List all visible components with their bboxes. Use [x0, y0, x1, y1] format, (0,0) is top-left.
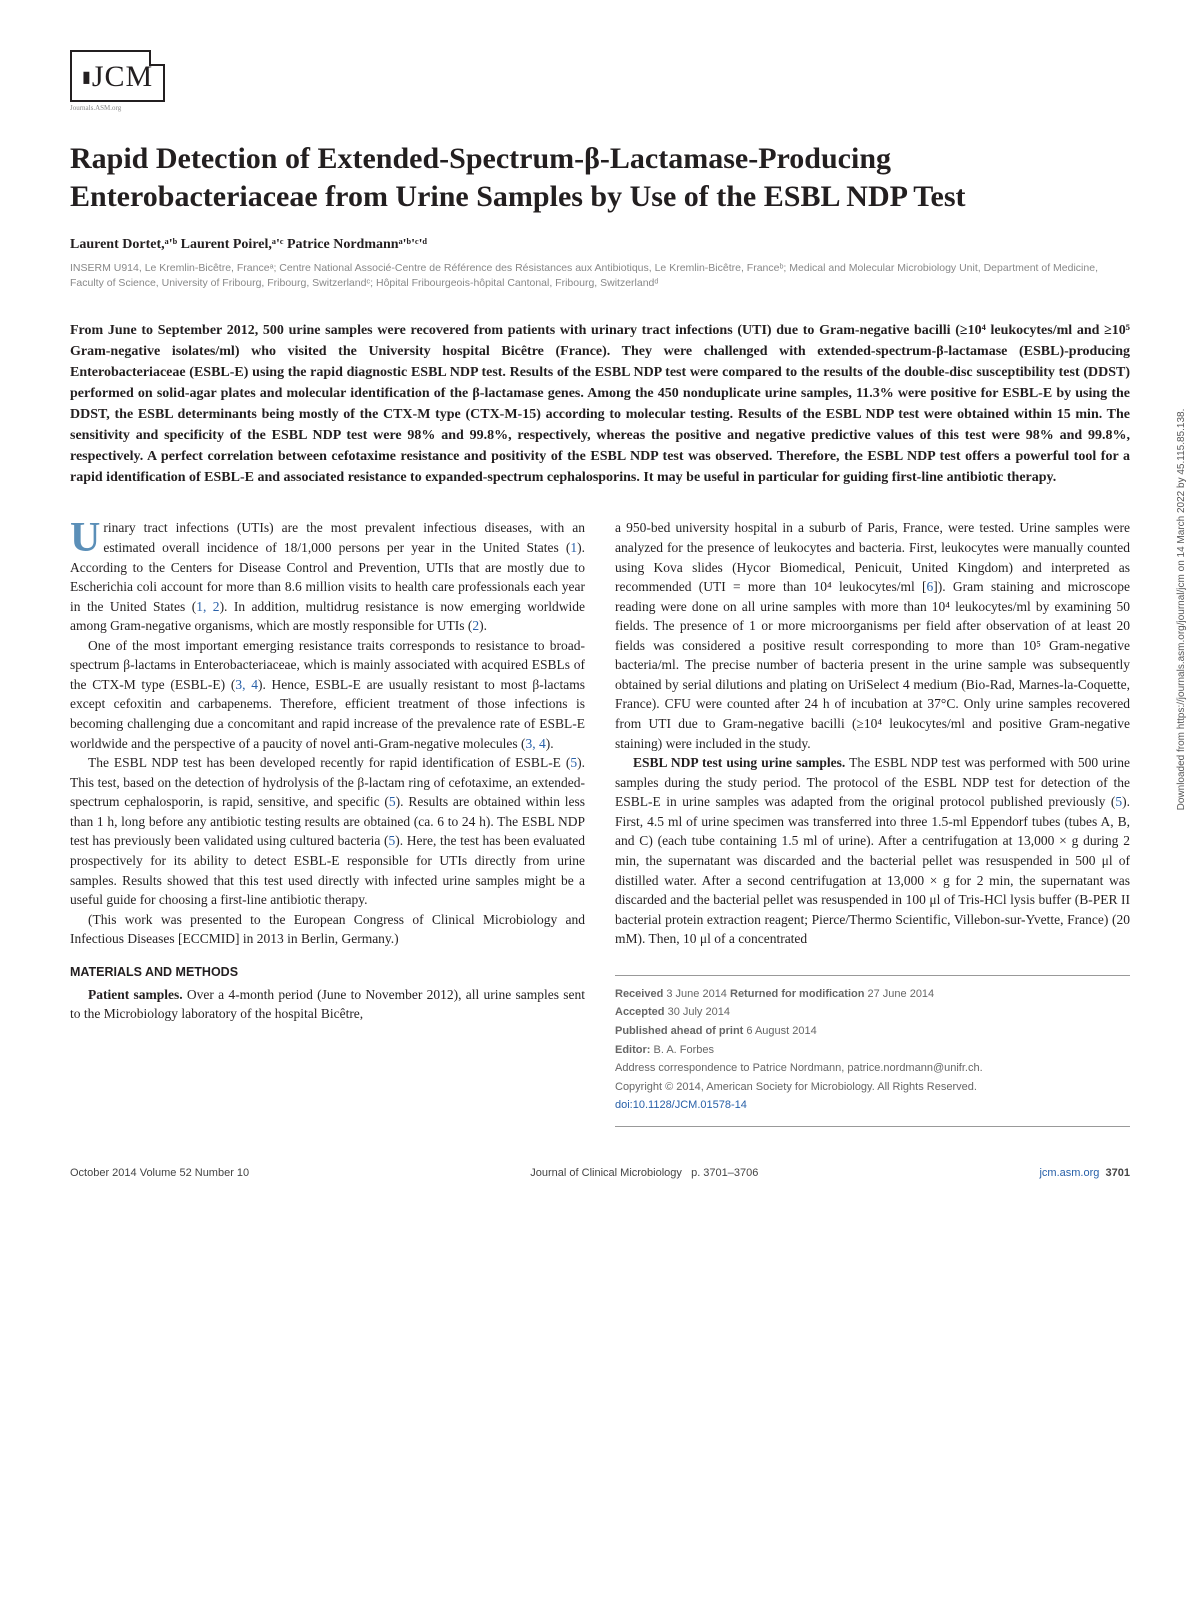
para-2: One of the most important emerging resis…	[70, 636, 585, 753]
logo-subtext: Journals.ASM.org	[70, 104, 1130, 112]
info-received: Received 3 June 2014 Returned for modifi…	[615, 986, 1130, 1004]
column-right: a 950-bed university hospital in a subur…	[615, 518, 1130, 1127]
column-left: Urinary tract infections (UTIs) are the …	[70, 518, 585, 1127]
page-footer: October 2014 Volume 52 Number 10 Journal…	[70, 1167, 1130, 1179]
info-copyright: Copyright © 2014, American Society for M…	[615, 1079, 1130, 1097]
ref-link[interactable]: 3, 4	[525, 736, 545, 751]
logo-text: ▮JCM	[82, 60, 153, 93]
body-columns: Urinary tract infections (UTIs) are the …	[70, 518, 1130, 1127]
download-attribution: Downloaded from https://journals.asm.org…	[1177, 409, 1188, 811]
footer-link[interactable]: jcm.asm.org	[1039, 1167, 1099, 1179]
para-3: The ESBL NDP test has been developed rec…	[70, 753, 585, 910]
dropcap: U	[70, 521, 100, 557]
article-info-box: Received 3 June 2014 Returned for modifi…	[615, 975, 1130, 1127]
abstract: From June to September 2012, 500 urine s…	[70, 320, 1130, 488]
para-5: Patient samples. Over a 4-month period (…	[70, 985, 585, 1024]
article-title: Rapid Detection of Extended-Spectrum-β-L…	[70, 140, 1130, 215]
para-1: Urinary tract infections (UTIs) are the …	[70, 518, 585, 635]
info-editor: Editor: B. A. Forbes	[615, 1042, 1130, 1060]
info-doi[interactable]: doi:10.1128/JCM.01578-14	[615, 1097, 1130, 1115]
info-correspondence: Address correspondence to Patrice Nordma…	[615, 1060, 1130, 1078]
info-published: Published ahead of print 6 August 2014	[615, 1023, 1130, 1041]
author-list: Laurent Dortet,ᵃ'ᵇ Laurent Poirel,ᵃ'ᶜ Pa…	[70, 237, 1130, 253]
para-r1: a 950-bed university hospital in a subur…	[615, 518, 1130, 753]
ref-link[interactable]: 5	[389, 794, 396, 809]
journal-logo: ▮JCM Journals.ASM.org	[70, 50, 1130, 112]
footer-right: jcm.asm.org 3701	[1039, 1167, 1130, 1179]
info-accepted: Accepted 30 July 2014	[615, 1004, 1130, 1022]
para-r2: ESBL NDP test using urine samples. The E…	[615, 753, 1130, 949]
footer-center: Journal of Clinical Microbiology p. 3701…	[530, 1167, 758, 1179]
ref-link[interactable]: 1, 2	[196, 599, 219, 614]
footer-left: October 2014 Volume 52 Number 10	[70, 1167, 249, 1179]
logo-box: ▮JCM	[70, 50, 165, 102]
para-4: (This work was presented to the European…	[70, 910, 585, 949]
affiliations: INSERM U914, Le Kremlin-Bicêtre, Franceᵃ…	[70, 261, 1130, 290]
ref-link[interactable]: 3, 4	[235, 677, 258, 692]
section-heading: MATERIALS AND METHODS	[70, 963, 585, 981]
